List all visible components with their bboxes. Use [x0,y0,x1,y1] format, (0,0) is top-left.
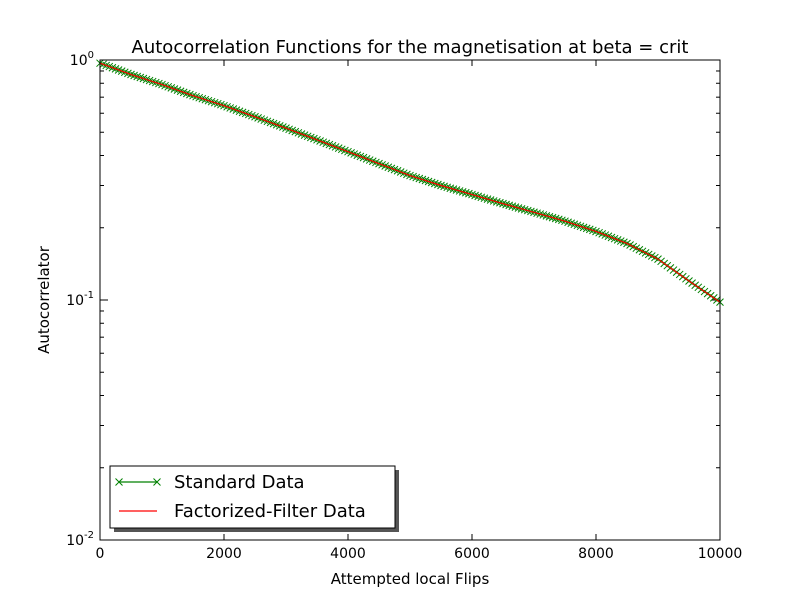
x-tick-label: 10000 [698,546,743,562]
y-tick-label: 100 [70,50,94,69]
y-axis-label: Autocorrelator [35,245,53,354]
legend-entry: Standard Data [115,472,305,493]
legend-marker [153,478,161,486]
x-tick-label: 0 [96,546,105,562]
legend: Standard Data Factorized-Filter Data [109,465,399,532]
x-tick-label: 6000 [454,546,490,562]
x-axis-label: Attempted local Flips [331,570,490,588]
legend-marker [115,478,123,486]
x-tick-label: 2000 [206,546,242,562]
x-tick-label: 4000 [330,546,366,562]
legend-label: Standard Data [174,472,305,493]
chart-title: Autocorrelation Functions for the magnet… [132,37,689,58]
plot-frame [99,59,721,541]
series-factorized-line [99,62,721,303]
y-tick-label: 10-2 [66,530,94,549]
plot-series [96,59,724,306]
series-standard-line [99,62,721,303]
x-tick-label: 8000 [578,546,614,562]
series-standard-markers [96,59,724,306]
y-tick-label: 10-1 [66,290,94,309]
legend-box [109,465,396,529]
legend-entry: Factorized-Filter Data [119,501,366,522]
legend-label: Factorized-Filter Data [174,501,366,522]
axis-ticks: 0 2000 4000 6000 8000 10000 10-2 10-1 100 [66,50,742,562]
